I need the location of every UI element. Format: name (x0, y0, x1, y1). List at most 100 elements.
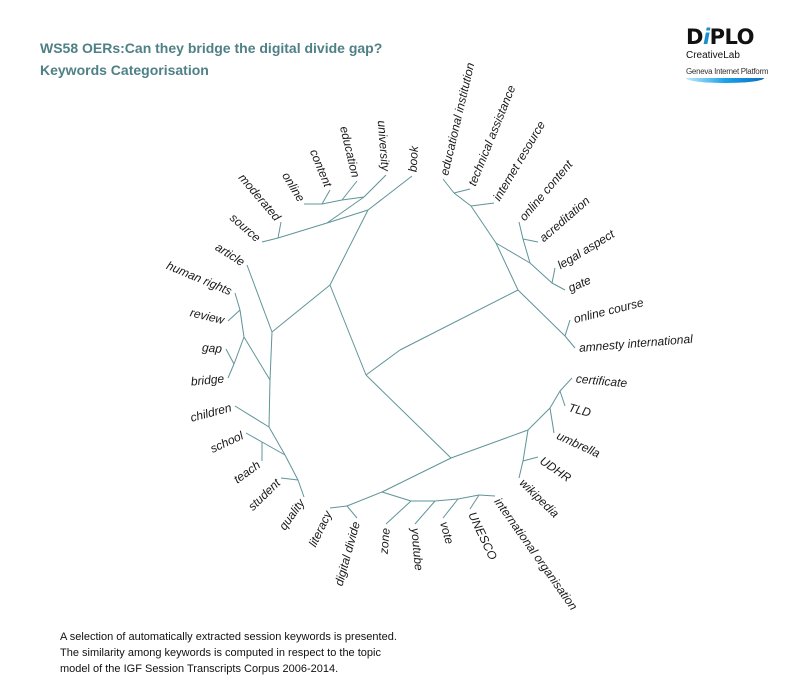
dendrogram-branch (529, 262, 553, 284)
keyword-label: digital divide (332, 520, 363, 588)
keyword-label: online (279, 170, 308, 205)
dendrogram-branch (326, 209, 369, 224)
logo-brand: DiPLO (686, 25, 755, 49)
dendrogram-branch (559, 390, 566, 407)
dendrogram-branch (269, 331, 273, 381)
keyword-label: human rights (165, 258, 234, 298)
keyword-label: bridge (190, 372, 225, 389)
dendrogram-branch (280, 477, 299, 481)
dendrogram-branch (434, 498, 459, 502)
footer-line: The similarity among keywords is compute… (60, 647, 381, 659)
dendrogram-branch (381, 491, 412, 502)
logo-gip: Geneva Internet Platform (686, 67, 769, 76)
keyword-label: literacy (306, 508, 335, 549)
keyword-label: online course (572, 295, 645, 326)
dendrogram-branch (329, 505, 348, 509)
dendrogram-branch (365, 349, 401, 376)
page-subtitle: Keywords Categorisation (40, 62, 209, 78)
dendrogram-branch (450, 429, 529, 459)
dendrogram-branch (321, 189, 331, 205)
dendrogram-branch (442, 178, 455, 194)
dendrogram-branch (341, 180, 358, 201)
dendrogram-branch (518, 460, 524, 479)
keyword-label: umbrella (555, 428, 603, 460)
dendrogram-branch (268, 426, 286, 456)
dendrogram-branch (326, 196, 365, 224)
keyword-label: gate (566, 273, 593, 295)
dendrogram-branch (346, 505, 358, 519)
dendrogram-branch (522, 429, 529, 462)
keyword-label: education (337, 125, 363, 179)
dendrogram-branch (559, 377, 573, 392)
dendrogram-branch (518, 221, 524, 240)
logo-swoosh-icon (686, 78, 764, 83)
page-title: WS58 OERs:Can they bridge the digital di… (40, 40, 383, 56)
keyword-label: UNESCO (465, 510, 500, 562)
dendrogram-branch (365, 374, 452, 459)
keyword-label: university (375, 120, 393, 173)
keyword-label: certificate (575, 372, 628, 391)
keyword-label: TLD (567, 400, 593, 419)
keyword-label: quality (276, 496, 308, 533)
keyword-label: youtube (408, 526, 426, 571)
dendrogram-branch (234, 292, 241, 311)
dendrogram-branch (227, 363, 235, 379)
dendrogram-branch (564, 335, 576, 349)
dendrogram-branch (341, 196, 365, 201)
dendrogram-branch (522, 238, 531, 264)
dendrogram-branch (549, 390, 561, 409)
dendrogram-branch (470, 205, 497, 244)
keyword-label: school (208, 428, 246, 455)
keyword-label: amnesty international (578, 332, 693, 355)
keyword-label: children (189, 400, 234, 424)
logo-creativelab: CreativeLab (686, 50, 740, 61)
dendrogram-branch (268, 379, 271, 428)
dendrogram-branch (297, 479, 305, 498)
keyword-label: source (227, 211, 264, 245)
dendrogram-branch (527, 407, 551, 431)
dendrogram-branch (346, 491, 383, 507)
dendrogram-branch (522, 238, 539, 243)
footer-line: model of the IGF Session Transcripts Cor… (60, 663, 339, 675)
dendrogram-branch (363, 174, 387, 198)
dendrogram-branch (414, 500, 436, 525)
dendrogram-branch (457, 494, 480, 500)
dendrogram-branch (399, 289, 519, 351)
dendrogram-branch (245, 432, 263, 443)
footer-note: A selection of automatically extracted s… (60, 629, 397, 677)
keyword-label: content (307, 147, 335, 189)
dendrogram-branch (277, 222, 328, 239)
dendrogram-branch (517, 289, 566, 337)
keyword-label: international organisation (491, 495, 580, 613)
dendrogram-branch (495, 242, 531, 264)
dendrogram-branch (453, 188, 471, 194)
keyword-label: legal aspect (555, 227, 618, 273)
keyword-label: article (213, 240, 248, 269)
keyword-label: student (245, 475, 283, 513)
keyword-label: educational institution (437, 61, 477, 177)
keyword-label: review (189, 305, 227, 327)
dendrogram-branch (442, 498, 459, 519)
dendrogram-branch (385, 500, 412, 525)
dendrogram-branch (453, 192, 472, 207)
keyword-label: wikipedia (517, 476, 562, 521)
keyword-label: UDHR (537, 454, 574, 485)
dendrogram-branch (551, 267, 556, 284)
dendrogram-branch (284, 454, 299, 481)
dendrogram-branch (243, 336, 271, 381)
dendrogram-branch (469, 494, 480, 510)
diplo-logo: DiPLO CreativeLab Geneva Internet Platfo… (686, 26, 776, 83)
dendrogram-branches (225, 174, 576, 525)
dendrogram-branch (367, 175, 413, 211)
keyword-label: teach (231, 458, 263, 487)
dendrogram-branch (478, 494, 496, 497)
dendrogram-branch (381, 457, 452, 493)
dendrogram-branch (549, 407, 555, 434)
dendrogram-branch (246, 264, 273, 333)
dendrogram-branch (261, 441, 286, 456)
dendrogram-branch (321, 199, 343, 205)
dendrogram-branch (227, 309, 241, 322)
dendrogram-branch (551, 282, 566, 291)
dendrogram-branch (277, 221, 282, 239)
